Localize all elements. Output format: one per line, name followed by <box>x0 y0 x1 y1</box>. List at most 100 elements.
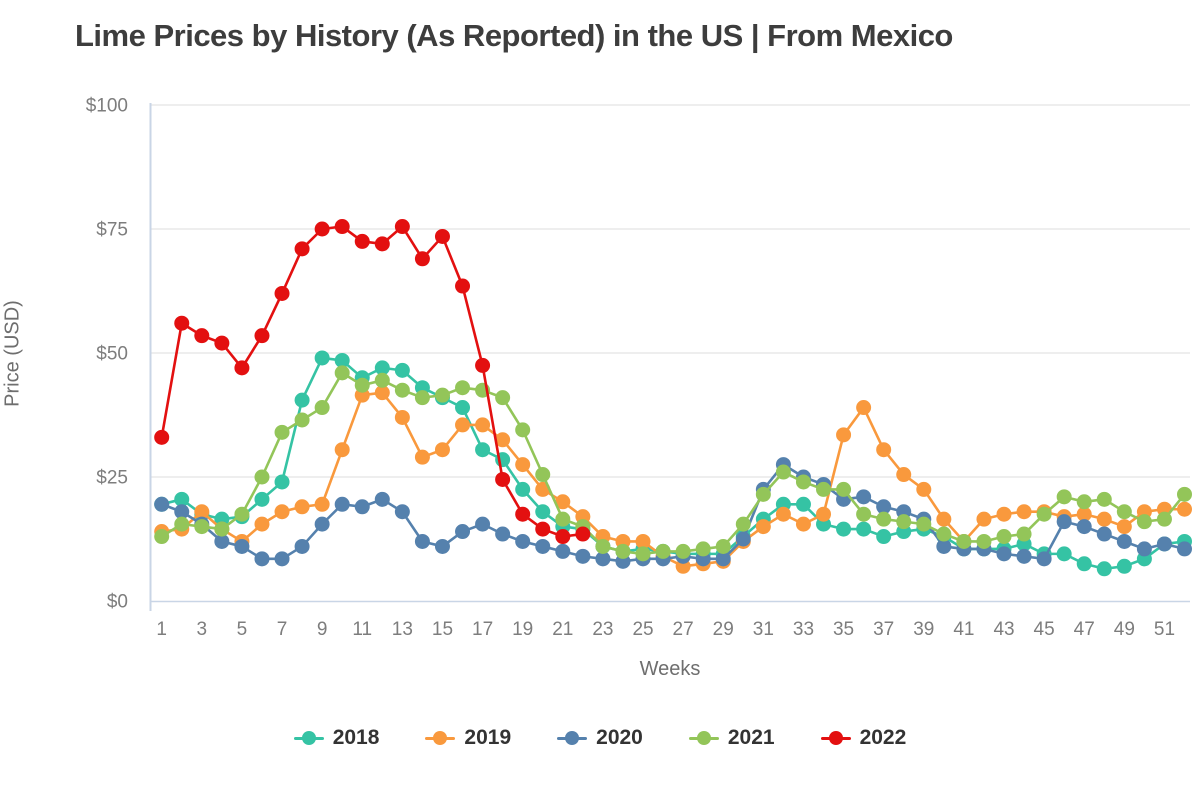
data-point-2019-week-7 <box>274 504 290 520</box>
legend-marker-icon-2018 <box>293 731 324 745</box>
data-point-2021-week-15 <box>434 387 450 403</box>
data-point-2018-week-19 <box>515 481 531 497</box>
series-line-2018 <box>160 356 1186 571</box>
data-point-2021-week-44 <box>1016 526 1032 542</box>
x-tick-label-9: 9 <box>317 619 328 640</box>
data-point-2018-week-16 <box>455 400 471 416</box>
data-point-2021-week-19 <box>515 422 531 438</box>
data-point-2021-week-26 <box>655 543 671 559</box>
x-axis-title: Weeks <box>639 658 701 680</box>
data-point-2021-week-30 <box>735 516 751 532</box>
data-point-2021-week-36 <box>856 506 872 522</box>
x-tick-label-37: 37 <box>873 619 894 640</box>
data-point-2018-week-17 <box>475 442 491 458</box>
data-point-2021-week-5 <box>234 506 250 522</box>
data-point-2020-week-12 <box>374 491 390 507</box>
x-tick-label-13: 13 <box>392 619 413 640</box>
data-point-2018-week-37 <box>876 529 892 545</box>
data-point-2020-week-2 <box>174 504 190 520</box>
data-point-2021-week-10 <box>334 365 350 381</box>
legend-item-2018[interactable]: 2018 <box>293 726 379 750</box>
data-point-2021-week-20 <box>535 467 551 483</box>
data-point-2019-week-40 <box>936 511 952 527</box>
legend-item-2019[interactable]: 2019 <box>425 726 511 750</box>
data-point-2018-week-9 <box>314 350 330 366</box>
data-point-2021-week-25 <box>635 546 651 562</box>
legend-item-2021[interactable]: 2021 <box>688 726 775 750</box>
data-point-2022-week-17 <box>475 357 491 373</box>
data-point-2019-week-48 <box>1096 511 1112 527</box>
data-point-2022-week-11 <box>354 233 370 249</box>
x-tick-label-35: 35 <box>833 619 854 640</box>
x-tick-label-17: 17 <box>472 619 493 640</box>
data-point-2019-week-8 <box>294 499 310 515</box>
series-line-2021 <box>160 371 1186 556</box>
data-point-2021-week-48 <box>1096 491 1112 507</box>
data-point-2018-week-10 <box>334 352 350 368</box>
data-point-2020-week-8 <box>294 538 310 554</box>
data-point-2019-week-6 <box>254 516 270 532</box>
data-point-2022-week-13 <box>394 219 410 235</box>
data-point-2022-week-8 <box>294 241 310 257</box>
data-point-2019-week-34 <box>816 506 832 522</box>
data-point-2022-week-12 <box>374 236 390 252</box>
chart-legend: 2018 2019 2020 2021 2022 <box>0 726 1200 750</box>
data-point-2022-week-10 <box>334 219 350 235</box>
x-tick-label-45: 45 <box>1034 619 1055 640</box>
legend-marker-icon-2022 <box>820 731 851 745</box>
data-point-2019-week-16 <box>455 417 471 433</box>
data-point-2021-week-16 <box>455 380 471 396</box>
data-point-2019-week-10 <box>334 442 350 458</box>
x-tick-label-21: 21 <box>552 619 573 640</box>
data-point-2021-week-42 <box>976 533 992 549</box>
data-point-2021-week-24 <box>615 543 631 559</box>
data-point-2021-week-9 <box>314 400 330 416</box>
x-tick-label-39: 39 <box>913 619 934 640</box>
legend-marker-icon-2020 <box>557 731 588 745</box>
data-point-2019-week-19 <box>515 457 531 473</box>
legend-item-2022[interactable]: 2022 <box>820 726 907 750</box>
data-point-2021-week-52 <box>1177 486 1193 502</box>
data-point-2019-week-43 <box>996 506 1012 522</box>
x-tick-label-31: 31 <box>753 619 774 640</box>
data-point-2020-week-21 <box>555 543 571 559</box>
data-point-2019-week-31 <box>755 519 771 535</box>
legend-item-2020[interactable]: 2020 <box>557 726 643 750</box>
data-point-2018-week-13 <box>394 362 410 378</box>
data-point-2020-week-15 <box>434 538 450 554</box>
legend-label-2019: 2019 <box>464 726 512 749</box>
data-point-2019-week-17 <box>475 417 491 433</box>
legend-label-2021: 2021 <box>727 726 775 749</box>
legend-label-2022: 2022 <box>859 726 907 749</box>
data-point-2020-week-17 <box>475 516 491 532</box>
data-point-2021-week-32 <box>775 464 791 480</box>
data-point-2021-week-47 <box>1076 494 1092 510</box>
data-point-2021-week-34 <box>816 481 832 497</box>
series-line-2022 <box>160 225 585 538</box>
data-point-2021-week-12 <box>374 372 390 388</box>
series-line-2019 <box>160 391 1186 568</box>
data-point-2021-week-51 <box>1156 511 1172 527</box>
data-point-2018-week-36 <box>856 521 872 537</box>
data-point-2021-week-2 <box>174 516 190 532</box>
data-point-2021-week-38 <box>896 514 912 530</box>
data-point-2021-week-41 <box>956 533 972 549</box>
data-point-2021-week-4 <box>214 521 230 537</box>
data-point-2020-week-23 <box>595 551 611 567</box>
data-point-2020-week-52 <box>1177 541 1193 557</box>
data-point-2018-week-6 <box>254 491 270 507</box>
x-tick-label-7: 7 <box>277 619 288 640</box>
data-point-2019-week-3 <box>194 504 210 520</box>
data-point-2021-week-27 <box>675 543 691 559</box>
data-point-2020-week-50 <box>1136 541 1152 557</box>
data-point-2020-week-47 <box>1076 519 1092 535</box>
x-tick-label-33: 33 <box>793 619 814 640</box>
data-point-2020-week-40 <box>936 538 952 554</box>
data-point-2019-week-32 <box>775 506 791 522</box>
x-tick-label-49: 49 <box>1114 619 1135 640</box>
x-tick-label-27: 27 <box>673 619 694 640</box>
data-point-2019-week-49 <box>1116 519 1132 535</box>
data-point-2018-week-33 <box>795 496 811 512</box>
data-point-2020-week-22 <box>575 548 591 564</box>
